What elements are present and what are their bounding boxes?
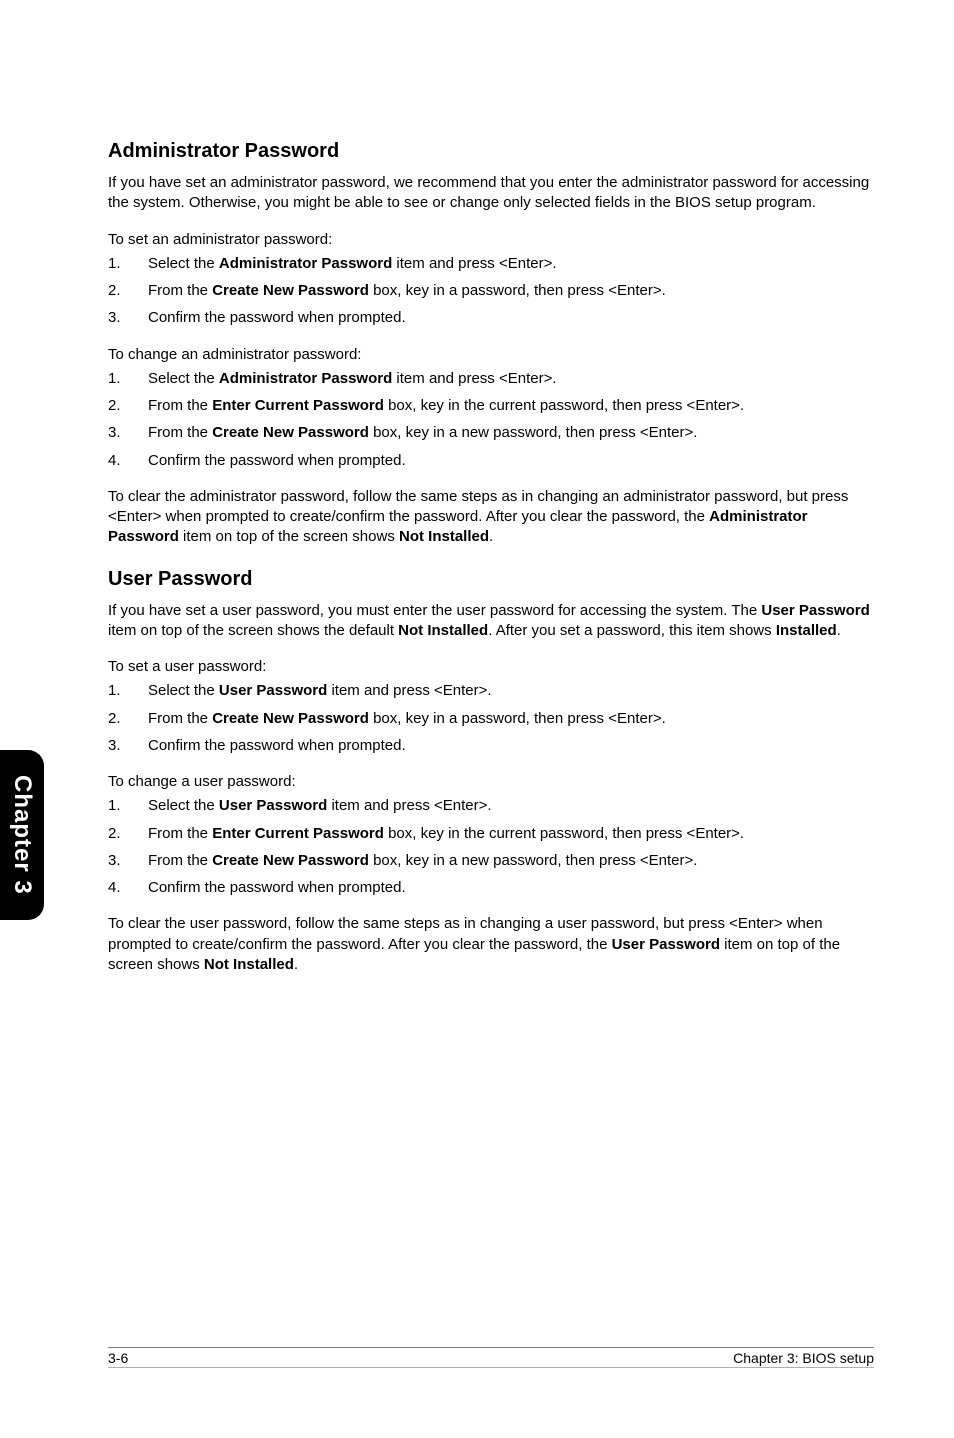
admin-clear: To clear the administrator password, fol… xyxy=(108,487,874,548)
num: 2. xyxy=(108,709,148,729)
txt: From the Enter Current Password box, key… xyxy=(148,396,874,416)
admin-intro: If you have set an administrator passwor… xyxy=(108,173,874,214)
list-item: 3.Confirm the password when prompted. xyxy=(108,308,874,328)
list-item: 2.From the Create New Password box, key … xyxy=(108,281,874,301)
txt: Select the Administrator Password item a… xyxy=(148,369,874,389)
chapter-tab-label: Chapter 3 xyxy=(8,775,36,895)
admin-change-list: 1.Select the Administrator Password item… xyxy=(108,369,874,471)
admin-set-lead: To set an administrator password: xyxy=(108,230,874,250)
list-item: 3.Confirm the password when prompted. xyxy=(108,736,874,756)
user-intro: If you have set a user password, you mus… xyxy=(108,601,874,642)
num: 2. xyxy=(108,396,148,416)
list-item: 2.From the Create New Password box, key … xyxy=(108,709,874,729)
txt: Confirm the password when prompted. xyxy=(148,451,874,471)
list-item: 2.From the Enter Current Password box, k… xyxy=(108,396,874,416)
user-set-lead: To set a user password: xyxy=(108,657,874,677)
page-number: 3-6 xyxy=(108,1350,128,1366)
num: 3. xyxy=(108,308,148,328)
txt: From the Create New Password box, key in… xyxy=(148,851,874,871)
num: 1. xyxy=(108,796,148,816)
chapter-tab: Chapter 3 xyxy=(0,750,44,920)
list-item: 4.Confirm the password when prompted. xyxy=(108,878,874,898)
num: 4. xyxy=(108,878,148,898)
num: 3. xyxy=(108,851,148,871)
user-change-list: 1.Select the User Password item and pres… xyxy=(108,796,874,898)
user-heading: User Password xyxy=(108,568,874,591)
footer-chapter: Chapter 3: BIOS setup xyxy=(733,1350,874,1366)
admin-change-lead: To change an administrator password: xyxy=(108,345,874,365)
list-item: 3.From the Create New Password box, key … xyxy=(108,851,874,871)
list-item: 1.Select the Administrator Password item… xyxy=(108,369,874,389)
footer: 3-6 Chapter 3: BIOS setup xyxy=(108,1347,874,1366)
txt: Select the User Password item and press … xyxy=(148,796,874,816)
txt: From the Enter Current Password box, key… xyxy=(148,824,874,844)
list-item: 4.Confirm the password when prompted. xyxy=(108,451,874,471)
num: 2. xyxy=(108,824,148,844)
txt: From the Create New Password box, key in… xyxy=(148,423,874,443)
num: 3. xyxy=(108,423,148,443)
list-item: 3.From the Create New Password box, key … xyxy=(108,423,874,443)
num: 3. xyxy=(108,736,148,756)
num: 2. xyxy=(108,281,148,301)
page: Administrator Password If you have set a… xyxy=(0,0,954,1438)
num: 1. xyxy=(108,369,148,389)
txt: Confirm the password when prompted. xyxy=(148,736,874,756)
num: 1. xyxy=(108,681,148,701)
num: 4. xyxy=(108,451,148,471)
txt: Select the User Password item and press … xyxy=(148,681,874,701)
txt: Select the Administrator Password item a… xyxy=(148,254,874,274)
list-item: 1.Select the User Password item and pres… xyxy=(108,681,874,701)
user-clear: To clear the user password, follow the s… xyxy=(108,914,874,975)
admin-heading: Administrator Password xyxy=(108,140,874,163)
user-change-lead: To change a user password: xyxy=(108,772,874,792)
list-item: 1.Select the Administrator Password item… xyxy=(108,254,874,274)
footer-rule xyxy=(108,1367,874,1368)
txt: Confirm the password when prompted. xyxy=(148,878,874,898)
txt: From the Create New Password box, key in… xyxy=(148,281,874,301)
admin-set-list: 1.Select the Administrator Password item… xyxy=(108,254,874,329)
num: 1. xyxy=(108,254,148,274)
content-area: Administrator Password If you have set a… xyxy=(0,0,954,975)
list-item: 2.From the Enter Current Password box, k… xyxy=(108,824,874,844)
txt: From the Create New Password box, key in… xyxy=(148,709,874,729)
user-set-list: 1.Select the User Password item and pres… xyxy=(108,681,874,756)
list-item: 1.Select the User Password item and pres… xyxy=(108,796,874,816)
txt: Confirm the password when prompted. xyxy=(148,308,874,328)
